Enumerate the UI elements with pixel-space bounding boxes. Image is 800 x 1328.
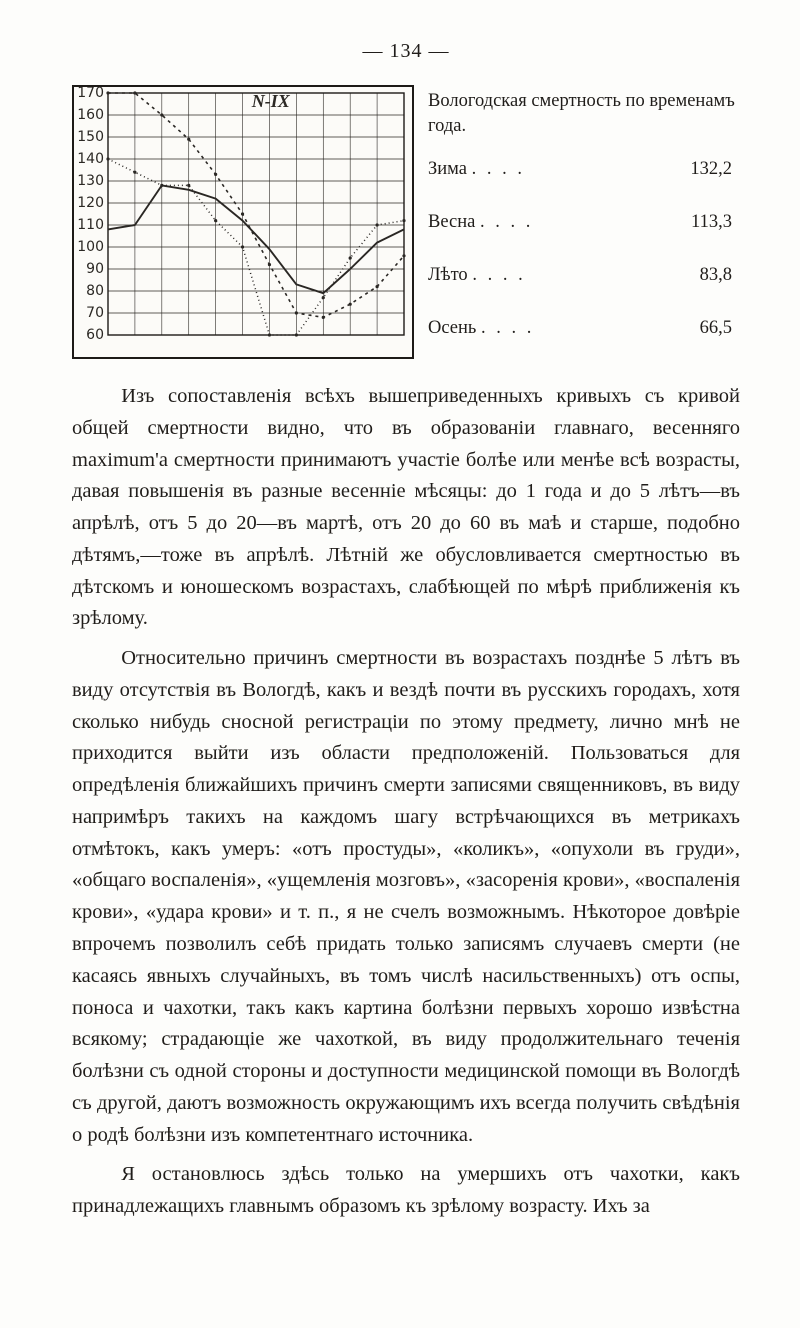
season-label: Весна xyxy=(428,212,480,232)
svg-text:100: 100 xyxy=(77,239,104,255)
season-dots: . . . . xyxy=(480,212,533,232)
svg-text:140: 140 xyxy=(77,151,104,167)
svg-text:170: 170 xyxy=(77,85,104,101)
svg-text:130: 130 xyxy=(77,173,104,189)
season-row: Весна . . . . 113,3 xyxy=(428,210,740,235)
season-label: Осень xyxy=(428,318,481,338)
body-paragraph: Изъ сопоставленія всѣхъ вышеприведенныхъ… xyxy=(72,381,740,635)
season-table-title: Вологодская смертность по временамъ года… xyxy=(428,89,740,139)
svg-text:70: 70 xyxy=(86,305,104,321)
season-dots: . . . . xyxy=(481,318,534,338)
body-paragraph: Относительно причинъ смертности въ возра… xyxy=(72,643,740,1151)
season-label: Лѣто xyxy=(428,265,472,285)
svg-text:150: 150 xyxy=(77,129,104,145)
svg-text:90: 90 xyxy=(86,261,104,277)
svg-text:160: 160 xyxy=(77,107,104,123)
chart-and-legend-row: 170 160 150 140 130 120 110 100 90 80 70 60 N-IX Вол… xyxy=(72,85,740,359)
svg-text:N-IX: N-IX xyxy=(251,91,291,111)
season-table: Вологодская смертность по временамъ года… xyxy=(428,85,740,359)
page-number: — 134 — xyxy=(72,36,740,67)
season-value: 83,8 xyxy=(700,263,732,288)
scanned-page: — 134 — 170 160 150 140 130 120 110 100 90 80 70 60… xyxy=(0,0,800,1328)
mortality-chart: 170 160 150 140 130 120 110 100 90 80 70 60 N-IX xyxy=(72,85,414,359)
svg-text:110: 110 xyxy=(77,217,104,233)
season-value: 66,5 xyxy=(700,316,732,341)
line-chart-svg: 170 160 150 140 130 120 110 100 90 80 70 60 N-IX xyxy=(72,85,414,359)
season-dots: . . . . xyxy=(472,159,525,179)
svg-text:60: 60 xyxy=(86,327,104,343)
season-dots: . . . . xyxy=(472,265,525,285)
body-paragraph: Я остановлюсь здѣсь только на умершихъ о… xyxy=(72,1159,740,1223)
svg-text:80: 80 xyxy=(86,283,104,299)
season-value: 113,3 xyxy=(691,210,732,235)
svg-text:120: 120 xyxy=(77,195,104,211)
season-row: Лѣто . . . . 83,8 xyxy=(428,263,740,288)
season-row: Зима . . . . 132,2 xyxy=(428,157,740,182)
season-value: 132,2 xyxy=(690,157,732,182)
season-label: Зима xyxy=(428,159,472,179)
season-row: Осень . . . . 66,5 xyxy=(428,316,740,341)
